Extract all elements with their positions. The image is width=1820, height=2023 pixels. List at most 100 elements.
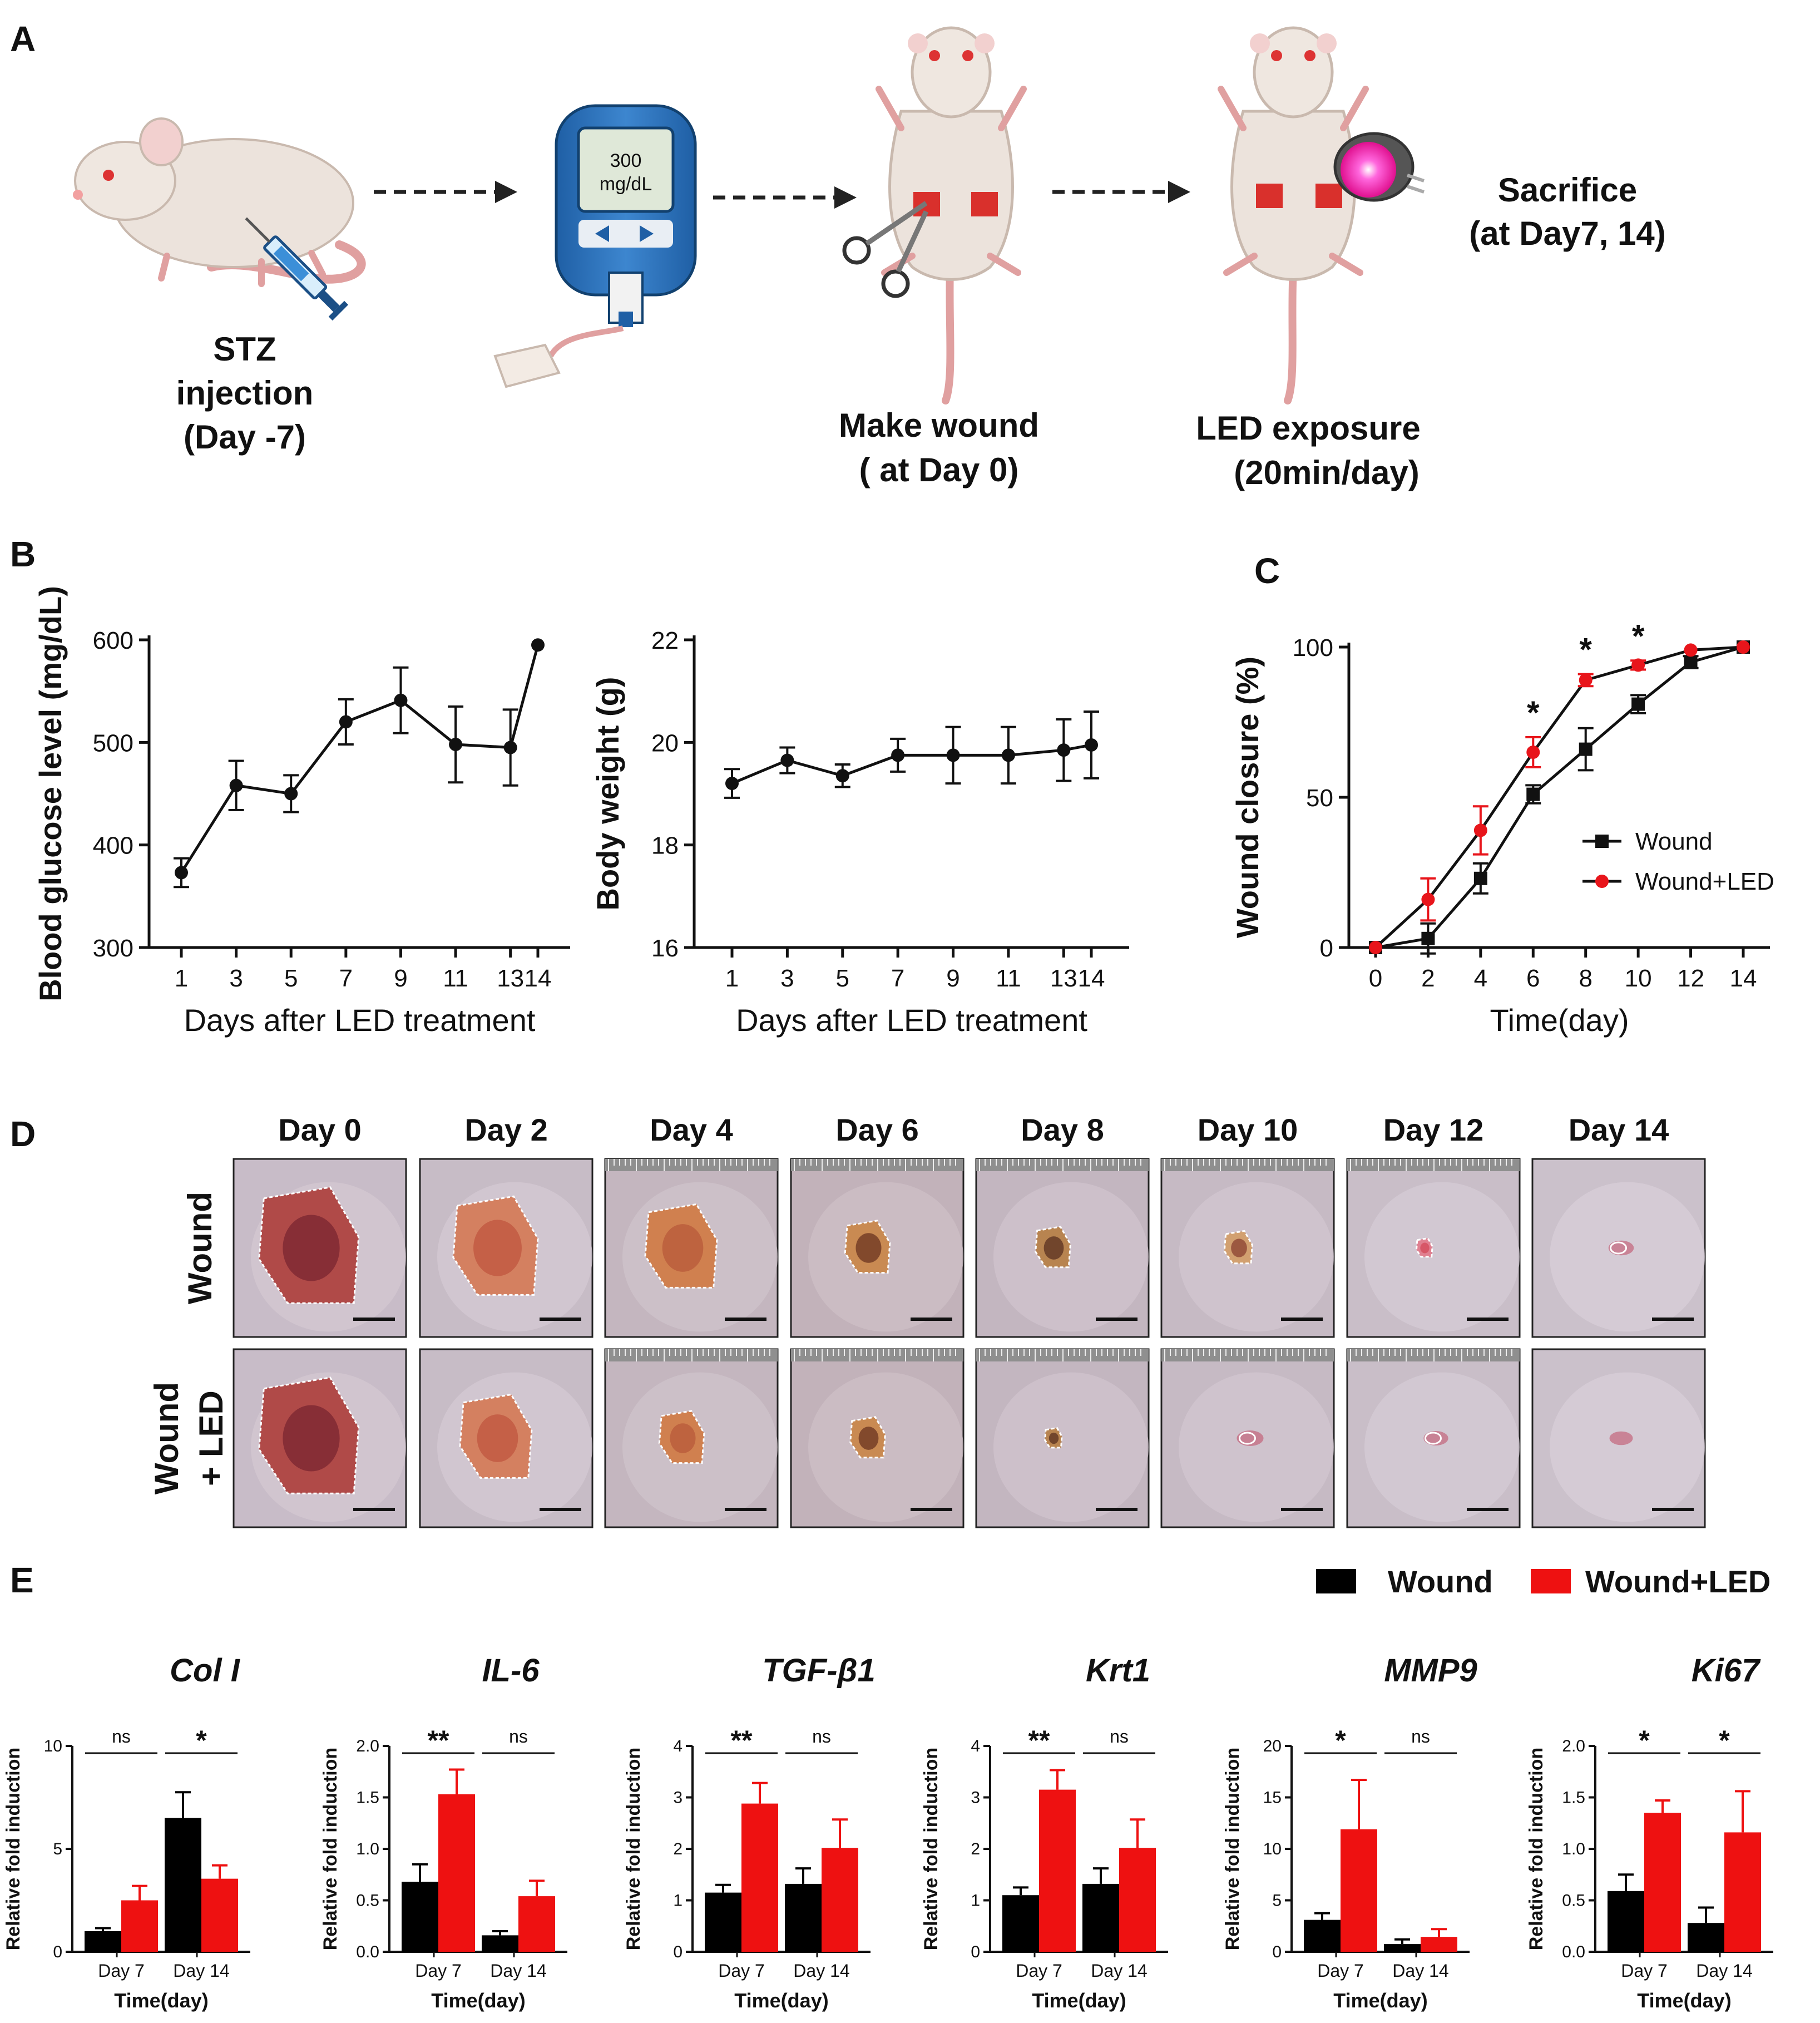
data-point [725,777,739,791]
wound-outline [1610,1241,1627,1255]
y-tick-label: 2.0 [1562,1737,1585,1755]
legend-wound-label: Wound [1388,1564,1493,1599]
bar [121,1900,158,1952]
data-point [946,748,960,762]
bar [1039,1789,1076,1952]
meter-unit: mg/dL [600,174,652,195]
data-point [339,715,353,729]
data-point [780,753,794,767]
x-axis-label: Time(day) [1032,1989,1126,2012]
healed-scar [1608,1240,1634,1256]
data-point [835,769,849,783]
wound-core [1420,1242,1430,1254]
x-axis-label: Time(day) [431,1989,525,2012]
step-3-line-1: LED exposure [1196,409,1420,447]
wound-core [855,1233,882,1263]
x-tick-label: Day 7 [98,1961,145,1981]
x-tick-label: 14 [1730,965,1757,992]
y-tick-label: 50 [1306,784,1333,812]
day-column-header: Day 12 [1383,1112,1484,1147]
legend-led-label: Wound+LED [1585,1564,1770,1599]
x-axis-label: Time(day) [1333,1989,1427,2012]
gene-chart-tgf-1: TGF-β1 0 1 2 3 4 Relative fold induction Day 7 *… [623,1652,876,2012]
y-tick-label: 15 [1263,1789,1282,1807]
gene-title: MMP9 [1384,1652,1477,1689]
y-axis-label: Relative fold induction [1222,1748,1243,1951]
gene-chart-il-6: IL-6 0.0 0.5 1.0 1.5 2.0 Relative fold inducti… [320,1652,567,2012]
bar [705,1892,741,1952]
day-column-header: Day 6 [835,1112,918,1147]
row-label: + LED [192,1390,230,1486]
x-tick-label: 9 [394,965,407,992]
x-tick-label: 7 [339,965,353,992]
gene-title: Krt1 [1086,1652,1150,1689]
gene-chart-col-i: Col I 0 5 10 Relative fold induction Day 7 ns D… [3,1652,250,2012]
y-axis-label: Relative fold induction [320,1748,341,1951]
skin-highlight [1364,1372,1520,1522]
bar [1082,1883,1119,1952]
arrow-1 [374,181,517,203]
day-column-header: Day 4 [650,1112,733,1147]
x-axis-label: Time(day) [1490,1003,1629,1038]
wound-closure-chart: 0 50 100 0 2 4 6 8 10 12 14 Time(day) Wound closure … [1230,618,1774,1038]
x-tick-label: 2 [1421,965,1435,992]
gene-title: Col I [170,1652,241,1689]
y-tick-label: 0.0 [356,1943,379,1961]
y-tick-label: 22 [651,627,679,654]
bar [1644,1813,1681,1952]
x-tick-label: 13 [497,965,524,992]
step-1-line-1: STZ [213,330,276,368]
x-tick-label: Day 14 [793,1961,849,1981]
step-2-line-2: ( at Day 0) [859,451,1019,489]
led-device-icon [1333,132,1425,202]
significance-star: * [1527,695,1540,731]
y-tick-label: 0.0 [1562,1943,1585,1961]
bar [1304,1920,1341,1952]
bar [1341,1829,1377,1952]
legend-label: Wound+LED [1635,868,1774,895]
wound-core [1043,1236,1064,1260]
wound-core [473,1220,522,1276]
x-tick-label: 3 [780,965,794,992]
y-tick-label: 20 [651,729,679,757]
series-line [1374,645,1744,949]
series-line [1375,645,1744,949]
healed-scar [1237,1430,1264,1446]
significance-star: * [1579,632,1592,668]
step-4-line-2: (at Day7, 14) [1469,215,1666,252]
skin-highlight [1179,1372,1334,1522]
data-point [1526,746,1540,759]
y-tick-label: 0 [1272,1943,1282,1961]
panel-label-c: C [1254,551,1280,591]
legend-led-swatch [1531,1569,1571,1593]
y-axis-label: Wound closure (%) [1230,657,1265,938]
bar [482,1935,518,1952]
y-tick-label: 1.0 [356,1840,379,1858]
bar [165,1818,201,1952]
skin-highlight [1179,1182,1334,1332]
y-tick-label: 100 [1293,634,1333,662]
bar [438,1794,475,1952]
legend-label: Wound [1635,828,1713,855]
x-axis-label: Days after LED treatment [184,1003,536,1038]
significance-label: ** [731,1725,753,1756]
skin-highlight [993,1182,1149,1332]
x-tick-label: 4 [1474,965,1487,992]
significance-label: ns [509,1726,528,1746]
data-point [449,738,463,752]
step-1-line-3: (Day -7) [184,418,306,456]
significance-label: ns [1411,1726,1430,1746]
skin-highlight [808,1372,963,1522]
x-tick-label: Day 7 [1317,1961,1364,1981]
y-tick-label: 5 [1272,1892,1282,1910]
x-tick-label: 3 [229,965,243,992]
x-tick-label: Day 14 [1696,1961,1752,1981]
significance-label: * [196,1725,207,1756]
x-axis-label: Time(day) [1637,1989,1731,2012]
y-axis-label: Relative fold induction [1526,1748,1547,1951]
data-point [1085,738,1098,752]
series-line [731,743,1092,785]
significance-label: * [1639,1725,1650,1756]
x-tick-label: 11 [996,965,1021,992]
